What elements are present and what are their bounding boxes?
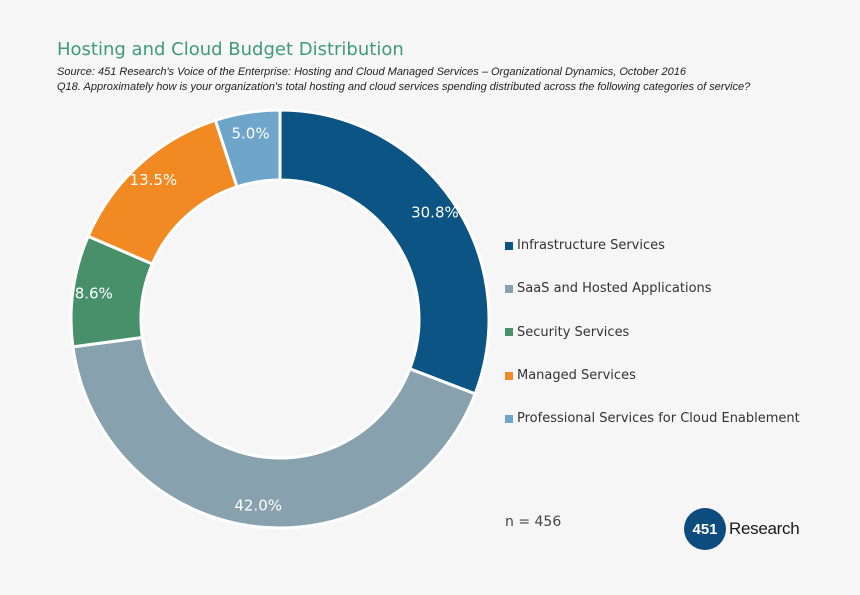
source-note: Source: 451 Research's Voice of the Ente…: [57, 66, 687, 78]
chart-title: Hosting and Cloud Budget Distribution: [57, 39, 404, 60]
slice-label-4: 5.0%: [232, 124, 270, 142]
chart-legend: Infrastructure Services SaaS and Hosted …: [505, 224, 800, 440]
legend-item-saas: SaaS and Hosted Applications: [505, 267, 800, 310]
slice-label-3: 13.5%: [130, 171, 178, 189]
legend-swatch: [505, 328, 513, 337]
legend-label: Infrastructure Services: [517, 238, 665, 254]
legend-swatch: [505, 241, 513, 250]
donut-slice-1: [71, 335, 478, 530]
sample-size-label: n = 456: [505, 514, 562, 530]
donut-slice-3: [86, 118, 239, 266]
slice-label-0: 30.8%: [411, 204, 459, 222]
legend-label: Security Services: [517, 324, 630, 340]
slice-label-1: 42.0%: [234, 497, 282, 515]
legend-swatch: [505, 414, 513, 423]
legend-label: SaaS and Hosted Applications: [517, 281, 712, 297]
451-research-logo[interactable]: 451 Research: [684, 508, 800, 550]
question-note: Q18. Approximately how is your organizat…: [57, 81, 751, 93]
legend-item-infrastructure: Infrastructure Services: [505, 224, 800, 267]
legend-label: Managed Services: [517, 368, 636, 384]
donut-slice-0: [278, 108, 491, 396]
slice-label-2: 8.6%: [75, 284, 113, 302]
chart-subtitle: Source: 451 Research's Voice of the Ente…: [57, 65, 750, 95]
legend-item-security: Security Services: [505, 311, 800, 354]
logo-wordmark: Research: [729, 519, 800, 538]
logo-badge: 451: [684, 508, 726, 550]
legend-label: Professional Services for Cloud Enableme…: [517, 411, 800, 427]
legend-item-professional: Professional Services for Cloud Enableme…: [505, 397, 800, 440]
legend-swatch: [505, 284, 513, 293]
legend-item-managed: Managed Services: [505, 354, 800, 397]
donut-slice-4: [213, 108, 282, 189]
legend-swatch: [505, 371, 513, 380]
